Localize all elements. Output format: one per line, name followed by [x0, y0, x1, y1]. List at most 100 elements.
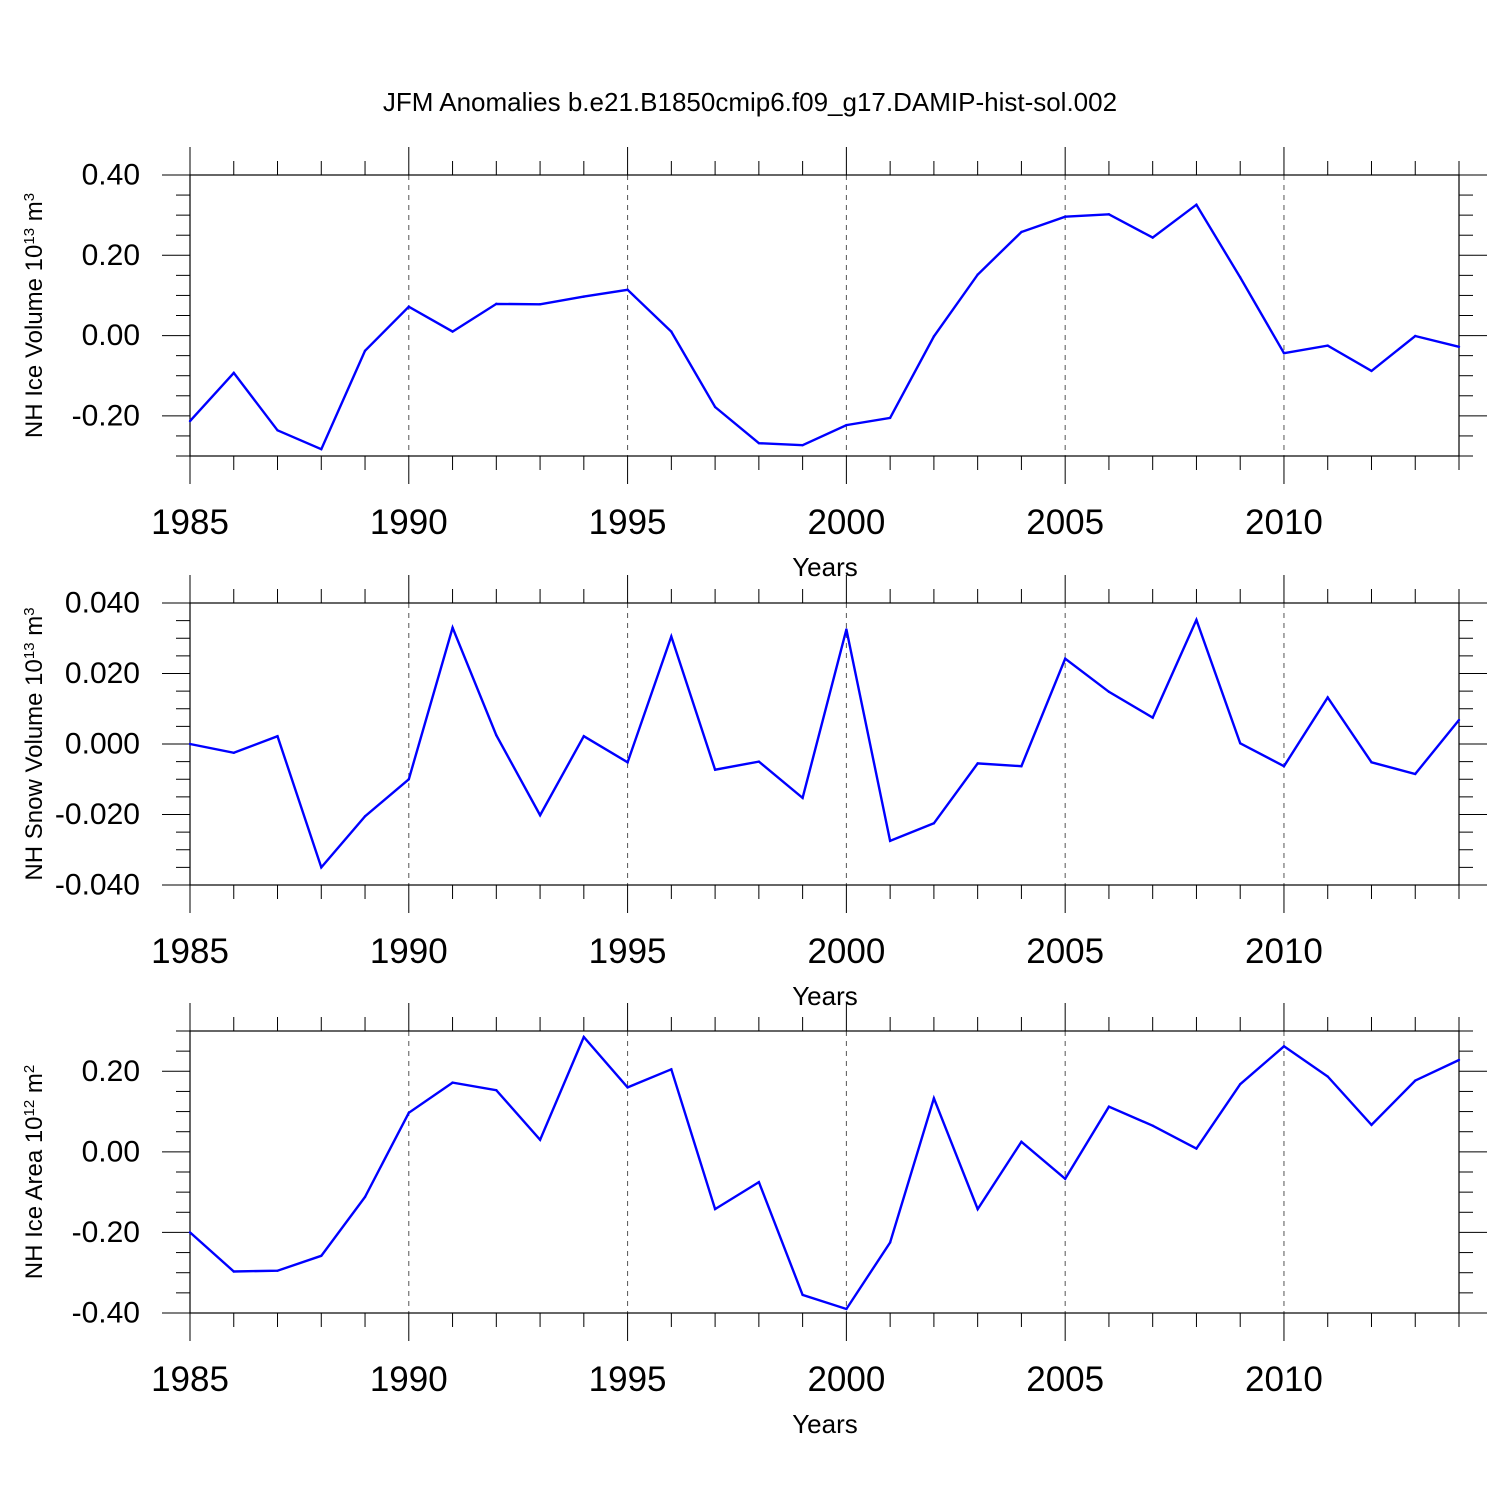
data-point: [320, 447, 323, 451]
data-point: [1239, 1082, 1242, 1086]
data-point: [1063, 1177, 1067, 1181]
data-point: [670, 1068, 673, 1071]
data-point: [1063, 657, 1067, 660]
data-point: [407, 305, 410, 308]
data-point: [1457, 718, 1461, 722]
data-point: [670, 330, 673, 333]
data-point: [188, 742, 192, 746]
x-tick-label: 2005: [1026, 932, 1104, 971]
x-tick-label: 1990: [370, 932, 448, 971]
series-line: [189, 616, 1460, 870]
data-point: [1370, 761, 1373, 764]
data-point: [626, 761, 629, 764]
y-tick-label: 0.00: [82, 319, 140, 352]
x-tick-label: 2010: [1245, 932, 1323, 971]
data-point: [1414, 334, 1417, 338]
data-point: [1282, 352, 1286, 355]
data-point: [538, 303, 542, 306]
y-tick-label: 0.000: [65, 728, 140, 761]
data-point: [888, 1241, 892, 1244]
data-point: [1151, 716, 1154, 719]
x-tick-label: 1990: [370, 1360, 448, 1399]
chart-panel-1: -0.20 0.00 0.20 0.40 1985 1990 1995 2000 2005 201…: [21, 147, 1487, 582]
data-point: [495, 1089, 498, 1092]
y-tick-label: 0.040: [65, 587, 140, 620]
data-point: [1239, 276, 1242, 279]
data-point: [1414, 772, 1417, 776]
data-point: [801, 1293, 804, 1297]
x-tick-label: 2010: [1245, 503, 1323, 542]
x-tick-label: 1985: [151, 1360, 229, 1399]
y-tick-label: 0.20: [82, 239, 140, 272]
data-point: [845, 1307, 848, 1311]
y-axis-label-text: NH Ice Area 10: [21, 1116, 48, 1279]
series-line: [189, 1034, 1460, 1311]
x-tick-label: 1995: [589, 503, 667, 542]
data-point: [582, 735, 586, 738]
data-point: [538, 814, 542, 817]
y-axis-label-unit: m: [21, 616, 48, 643]
data-point: [976, 1207, 979, 1211]
plot-frame: [189, 602, 1460, 886]
data-point: [670, 635, 673, 638]
data-point: [1020, 765, 1023, 768]
data-point: [232, 1270, 235, 1273]
data-point: [1195, 618, 1198, 622]
data-point: [801, 796, 804, 800]
data-point: [888, 416, 892, 420]
data-point: [1020, 1140, 1023, 1143]
data-point: [757, 1180, 761, 1184]
x-tick-label: 1985: [151, 503, 229, 542]
data-point: [1282, 765, 1286, 768]
chart-panel-2: -0.040 -0.020 0.000 0.020 0.040 1985 1990 1995 2…: [21, 575, 1487, 1011]
data-point: [801, 443, 804, 447]
data-point: [1151, 1124, 1154, 1127]
y-axis-label-text: NH Snow Volume 10: [21, 659, 48, 880]
data-point: [626, 1086, 629, 1089]
y-axis-label: NH Ice Area 1012 m2: [21, 1065, 49, 1279]
plot-frame: [189, 1030, 1460, 1314]
chart-panel-3: -0.40 -0.20 0.00 0.20 1985 1990 1995 2000 2005 20…: [21, 1003, 1487, 1439]
data-point: [451, 626, 454, 629]
data-point: [1282, 1045, 1286, 1048]
data-point: [363, 349, 367, 353]
x-tick-label: 1985: [151, 932, 229, 971]
y-axis-label-unit-exponent: 3: [21, 607, 38, 615]
data-point: [932, 335, 936, 338]
y-tick-label: -0.20: [72, 399, 140, 432]
y-tick-label: 0.020: [65, 657, 140, 690]
data-point: [188, 419, 192, 423]
y-axis-label-exponent: 12: [21, 1100, 38, 1117]
data-point: [932, 1097, 936, 1100]
x-tick-label: 2005: [1026, 503, 1104, 542]
panels: -0.20 0.00 0.20 0.40 1985 1990 1995 2000 2005 201…: [21, 147, 1487, 1439]
data-point: [582, 295, 586, 298]
y-axis-label-unit-exponent: 3: [21, 193, 38, 201]
y-axis-label-unit: m: [21, 201, 48, 228]
data-point: [320, 866, 323, 869]
y-axis-label-unit: m: [21, 1073, 48, 1100]
x-tick-label: 2000: [807, 932, 885, 971]
x-tick-label: 2005: [1026, 1360, 1104, 1399]
data-point: [1195, 203, 1198, 206]
data-point: [888, 839, 892, 843]
data-point: [932, 822, 936, 825]
data-point: [713, 1207, 717, 1211]
data-point: [845, 628, 848, 631]
y-tick-label: -0.20: [72, 1216, 140, 1249]
data-point: [1326, 1075, 1329, 1078]
data-point: [1457, 1058, 1461, 1062]
data-point: [1107, 690, 1111, 694]
data-point: [1239, 742, 1242, 745]
x-axis-label: Years: [792, 552, 858, 582]
y-axis-label-exponent: 13: [21, 228, 38, 245]
x-tick-label: 1990: [370, 503, 448, 542]
data-point: [407, 1111, 410, 1114]
x-tick-label: 1995: [589, 1360, 667, 1399]
x-axis-label: Years: [792, 1409, 858, 1439]
data-point: [976, 273, 979, 276]
x-tick-label: 1995: [589, 932, 667, 971]
data-point: [1107, 1105, 1111, 1108]
figure-title: JFM Anomalies b.e21.B1850cmip6.f09_g17.D…: [383, 87, 1117, 117]
